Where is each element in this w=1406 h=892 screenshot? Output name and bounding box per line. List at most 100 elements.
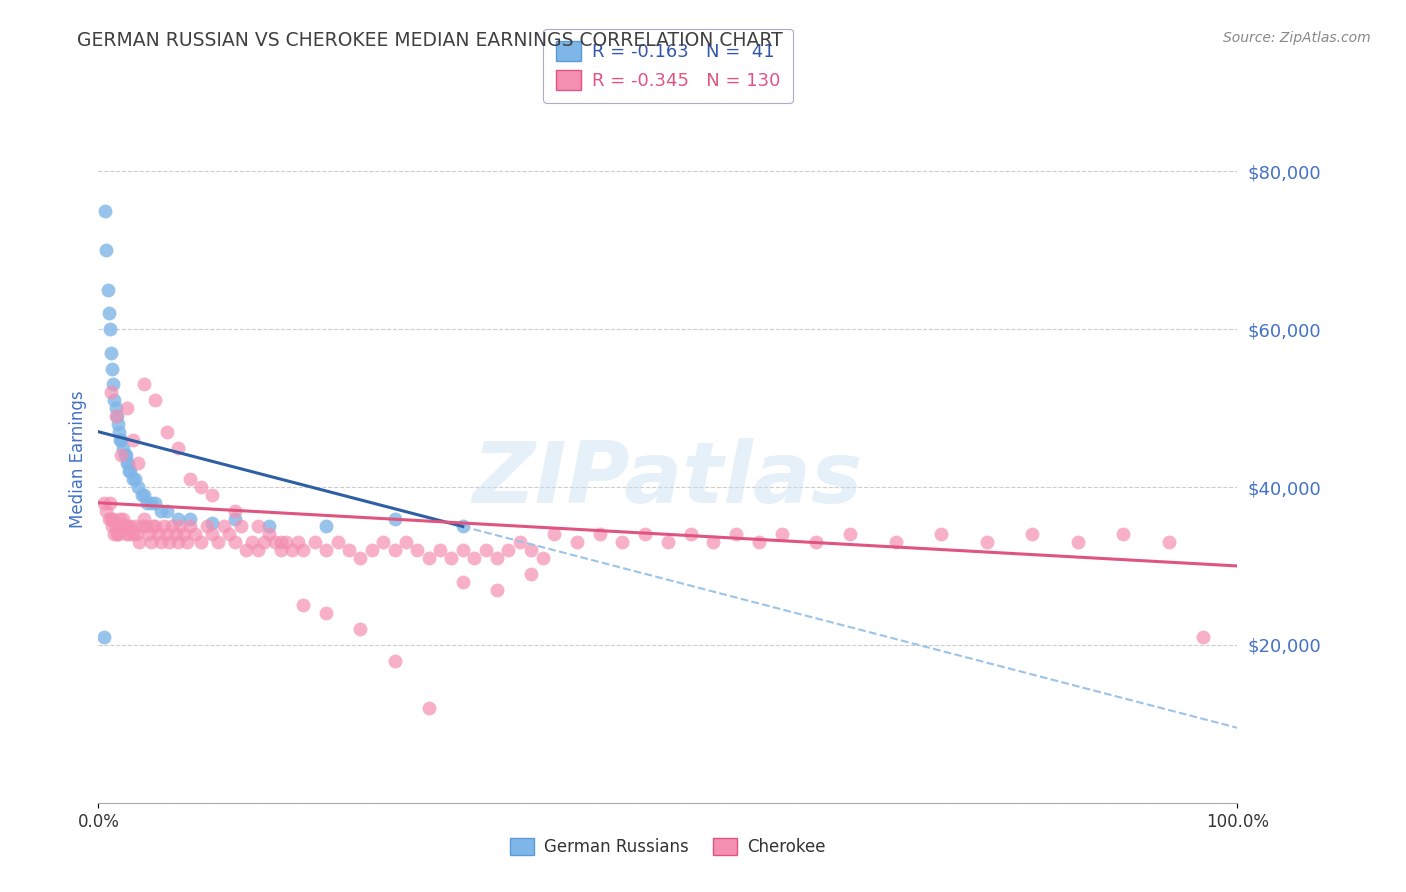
Point [463,551,485,566]
Point [1112,527,1135,541]
Point [136,496,159,510]
Point [418,701,440,715]
Point [190,535,212,549]
Point [179,519,201,533]
Point [770,527,793,541]
Point [167,535,190,549]
Point [195,519,218,533]
Point [304,535,326,549]
Point [132,511,155,525]
Point [150,504,173,518]
Point [120,519,142,533]
Point [105,527,128,541]
Point [115,456,138,470]
Point [929,527,952,541]
Point [201,516,224,530]
Point [451,519,474,533]
Point [156,527,179,541]
Legend: German Russians, Cherokee: German Russians, Cherokee [503,831,832,863]
Point [270,535,292,549]
Point [115,519,138,533]
Point [142,519,165,533]
Point [169,519,191,533]
Point [121,433,143,447]
Point [440,551,463,566]
Point [110,519,132,533]
Point [1067,535,1090,549]
Point [124,472,146,486]
Point [360,543,382,558]
Point [839,527,862,541]
Point [588,527,610,541]
Point [498,543,520,558]
Point [118,464,141,478]
Point [543,527,565,541]
Point [184,527,207,541]
Point [264,535,287,549]
Point [179,472,201,486]
Point [101,519,124,533]
Point [94,203,117,218]
Point [384,543,406,558]
Point [117,456,139,470]
Point [207,535,229,549]
Point [1157,535,1180,549]
Point [235,543,257,558]
Point [108,425,131,439]
Point [337,543,360,558]
Point [114,527,136,541]
Text: ZIPatlas: ZIPatlas [472,439,863,522]
Point [110,433,132,447]
Point [240,535,263,549]
Text: GERMAN RUSSIAN VS CHEROKEE MEDIAN EARNINGS CORRELATION CHART: GERMAN RUSSIAN VS CHEROKEE MEDIAN EARNIN… [77,31,783,50]
Point [114,449,136,463]
Point [1021,527,1043,541]
Point [218,527,240,541]
Point [98,496,121,510]
Point [224,504,246,518]
Point [118,527,141,541]
Y-axis label: Median Earnings: Median Earnings [69,391,87,528]
Point [105,409,128,423]
Point [96,243,118,257]
Point [406,543,429,558]
Point [679,527,702,541]
Point [145,496,167,510]
Point [326,535,349,549]
Point [104,401,127,415]
Point [224,535,246,549]
Point [270,543,292,558]
Point [201,527,224,541]
Point [486,551,509,566]
Point [108,519,131,533]
Point [1192,630,1215,644]
Point [315,543,337,558]
Point [276,535,298,549]
Point [103,511,125,525]
Point [145,393,167,408]
Point [110,449,132,463]
Point [384,511,406,525]
Point [96,504,118,518]
Point [132,488,155,502]
Point [804,535,827,549]
Point [315,519,337,533]
Point [100,385,122,400]
Point [101,361,124,376]
Point [259,527,281,541]
Point [349,622,371,636]
Point [139,535,162,549]
Point [156,504,179,518]
Point [229,519,252,533]
Point [107,527,129,541]
Point [120,464,142,478]
Point [418,551,440,566]
Point [748,535,770,549]
Point [127,480,149,494]
Point [612,535,634,549]
Point [97,306,120,320]
Point [139,496,162,510]
Point [145,519,167,533]
Point [520,566,543,581]
Point [520,543,543,558]
